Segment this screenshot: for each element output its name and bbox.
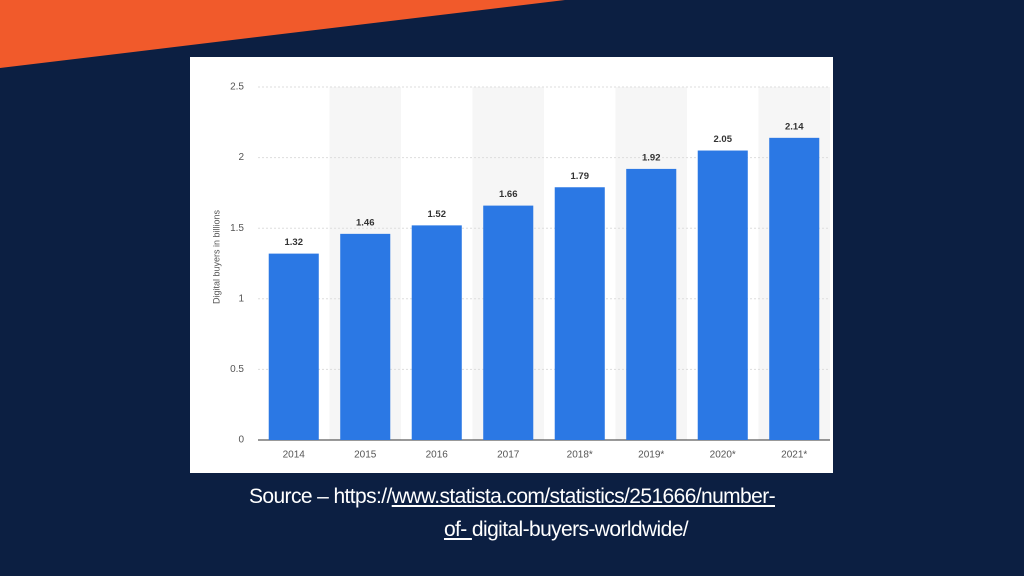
source-line: Source – https://www.statista.com/statis… bbox=[0, 485, 1024, 509]
bar bbox=[554, 187, 605, 440]
bar bbox=[626, 168, 677, 440]
x-tick-label: 2015 bbox=[354, 450, 377, 461]
x-tick-label: 2019* bbox=[638, 450, 664, 461]
y-tick-label: 0 bbox=[238, 435, 244, 446]
x-tick-label: 2020* bbox=[710, 450, 736, 461]
bar bbox=[411, 225, 462, 440]
source-line: of- digital-buyers-worldwide/ bbox=[0, 518, 1024, 542]
x-tick-label: 2021* bbox=[781, 450, 807, 461]
value-label: 1.32 bbox=[285, 237, 304, 248]
bar bbox=[769, 137, 820, 440]
y-tick-label: 1 bbox=[238, 293, 244, 304]
y-tick-label: 1.5 bbox=[230, 223, 244, 234]
x-tick-label: 2017 bbox=[497, 450, 520, 461]
bar bbox=[268, 253, 319, 440]
value-label: 1.79 bbox=[571, 171, 590, 182]
y-tick-label: 2.5 bbox=[230, 82, 244, 93]
y-tick-label: 0.5 bbox=[230, 364, 244, 375]
accent-shape bbox=[0, 0, 565, 68]
y-tick-label: 2 bbox=[238, 152, 244, 163]
source-prefix: Source – https:// bbox=[248, 485, 392, 508]
bar bbox=[483, 205, 534, 440]
value-label: 1.46 bbox=[356, 217, 375, 228]
value-label: 1.52 bbox=[428, 209, 447, 220]
bar bbox=[697, 150, 748, 440]
bar bbox=[340, 233, 391, 440]
x-tick-label: 2016 bbox=[426, 450, 449, 461]
x-tick-label: 2014 bbox=[283, 450, 306, 461]
y-axis-label: Digital buyers in billions bbox=[211, 209, 221, 304]
source-link[interactable]: of- bbox=[443, 518, 472, 541]
source-link[interactable]: www.statista.com/statistics/251666/numbe… bbox=[391, 485, 776, 508]
value-label: 2.14 bbox=[785, 121, 804, 132]
chart: Digital buyers in billions 00.511.522.52… bbox=[190, 57, 833, 473]
x-tick-label: 2018* bbox=[567, 450, 593, 461]
value-label: 1.66 bbox=[499, 189, 518, 200]
value-label: 2.05 bbox=[714, 134, 733, 145]
source-suffix: digital-buyers-worldwide/ bbox=[471, 518, 689, 541]
value-label: 1.92 bbox=[642, 152, 661, 163]
